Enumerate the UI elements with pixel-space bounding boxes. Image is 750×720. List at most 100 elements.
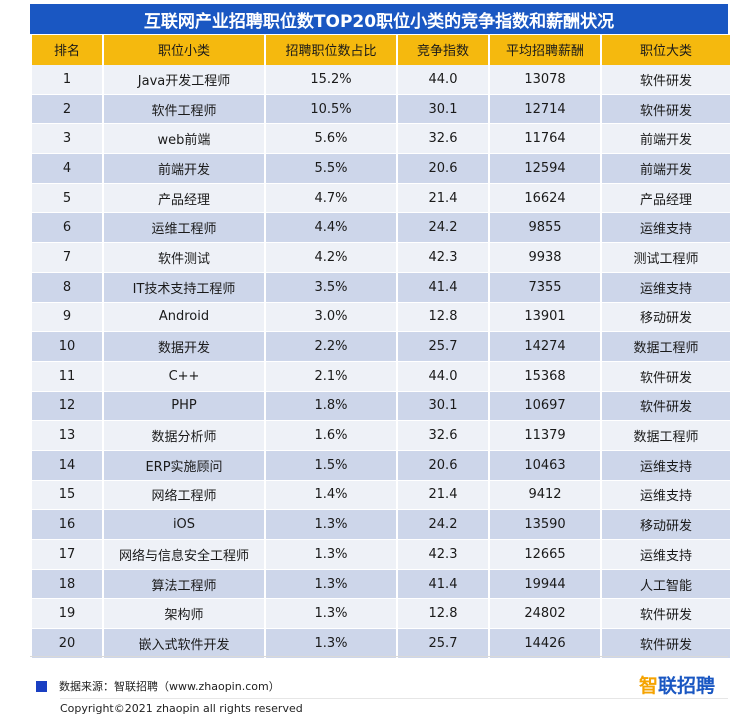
cell-average-salary: 12665	[490, 540, 600, 570]
cell-rank: 4	[32, 154, 102, 184]
cell-rank: 11	[32, 361, 102, 392]
cell-average-salary: 9855	[490, 213, 600, 244]
cell-competition-index: 32.6	[398, 124, 488, 155]
cell-job-category: 人工智能	[602, 569, 730, 600]
table-row: 15 网络工程师 1.4% 21.4 9412 运维支持	[32, 480, 730, 511]
cell-posting-share: 3.5%	[266, 272, 396, 303]
table-row: 14 ERP实施顾问 1.5% 20.6 10463 运维支持	[32, 450, 730, 481]
cell-rank: 9	[32, 302, 102, 333]
cell-competition-index: 24.2	[398, 510, 488, 540]
table-row: 6 运维工程师 4.4% 24.2 9855 运维支持	[32, 213, 730, 244]
cell-competition-index: 21.4	[398, 480, 488, 511]
cell-job-subcategory: 架构师	[104, 599, 264, 630]
cell-job-subcategory: Java开发工程师	[104, 65, 264, 95]
cell-average-salary: 14274	[490, 332, 600, 362]
cell-average-salary: 14426	[490, 629, 600, 659]
table-row: 9 Android 3.0% 12.8 13901 移动研发	[32, 302, 730, 333]
cell-job-subcategory: 数据分析师	[104, 421, 264, 451]
cell-average-salary: 12594	[490, 154, 600, 184]
cell-job-category: 数据工程师	[602, 332, 730, 362]
page-title: 互联网产业招聘职位数TOP20职位小类的竞争指数和薪酬状况	[30, 4, 728, 34]
cell-average-salary: 9938	[490, 243, 600, 273]
cell-competition-index: 41.4	[398, 272, 488, 303]
cell-competition-index: 20.6	[398, 154, 488, 184]
cell-rank: 12	[32, 391, 102, 422]
cell-competition-index: 30.1	[398, 94, 488, 125]
cell-posting-share: 4.4%	[266, 213, 396, 244]
cell-job-category: 软件研发	[602, 65, 730, 95]
cell-competition-index: 42.3	[398, 243, 488, 273]
cell-posting-share: 5.6%	[266, 124, 396, 155]
table-body: 1 Java开发工程师 15.2% 44.0 13078 软件研发 2 软件工程师 10.5% 3…	[32, 65, 730, 659]
footer-divider	[30, 656, 728, 657]
cell-rank: 5	[32, 183, 102, 214]
cell-posting-share: 15.2%	[266, 65, 396, 95]
cell-competition-index: 12.8	[398, 599, 488, 630]
cell-job-category: 移动研发	[602, 510, 730, 540]
cell-rank: 6	[32, 213, 102, 244]
copyright-divider	[60, 698, 728, 699]
cell-rank: 10	[32, 332, 102, 362]
cell-posting-share: 2.1%	[266, 361, 396, 392]
logo-text: 联招聘	[658, 675, 716, 697]
cell-job-subcategory: 嵌入式软件开发	[104, 629, 264, 659]
table-header-row: 排名 职位小类 招聘职位数占比 竞争指数 平均招聘薪酬 职位大类	[32, 35, 730, 65]
cell-average-salary: 13590	[490, 510, 600, 540]
cell-competition-index: 12.8	[398, 302, 488, 333]
cell-job-subcategory: 运维工程师	[104, 213, 264, 244]
cell-job-subcategory: Android	[104, 302, 264, 333]
table-row: 1 Java开发工程师 15.2% 44.0 13078 软件研发	[32, 65, 730, 95]
cell-job-category: 数据工程师	[602, 421, 730, 451]
cell-job-category: 测试工程师	[602, 243, 730, 273]
cell-job-category: 软件研发	[602, 599, 730, 630]
cell-average-salary: 11379	[490, 421, 600, 451]
cell-posting-share: 1.4%	[266, 480, 396, 511]
cell-average-salary: 7355	[490, 272, 600, 303]
cell-rank: 17	[32, 540, 102, 570]
table-row: 13 数据分析师 1.6% 32.6 11379 数据工程师	[32, 421, 730, 451]
cell-competition-index: 41.4	[398, 569, 488, 600]
cell-posting-share: 1.3%	[266, 540, 396, 570]
cell-job-subcategory: 前端开发	[104, 154, 264, 184]
table-row: 7 软件测试 4.2% 42.3 9938 测试工程师	[32, 243, 730, 273]
cell-posting-share: 1.6%	[266, 421, 396, 451]
cell-rank: 15	[32, 480, 102, 511]
cell-job-category: 前端开发	[602, 124, 730, 155]
col-header-rank: 排名	[32, 35, 102, 65]
cell-average-salary: 13901	[490, 302, 600, 333]
cell-posting-share: 3.0%	[266, 302, 396, 333]
table-row: 4 前端开发 5.5% 20.6 12594 前端开发	[32, 154, 730, 184]
cell-job-subcategory: ERP实施顾问	[104, 450, 264, 481]
cell-job-category: 软件研发	[602, 391, 730, 422]
cell-rank: 3	[32, 124, 102, 155]
table-row: 17 网络与信息安全工程师 1.3% 42.3 12665 运维支持	[32, 540, 730, 570]
cell-job-subcategory: 软件测试	[104, 243, 264, 273]
cell-job-subcategory: 网络工程师	[104, 480, 264, 511]
cell-rank: 1	[32, 65, 102, 95]
cell-job-category: 软件研发	[602, 361, 730, 392]
cell-job-subcategory: PHP	[104, 391, 264, 422]
cell-competition-index: 30.1	[398, 391, 488, 422]
cell-job-category: 产品经理	[602, 183, 730, 214]
cell-job-subcategory: 产品经理	[104, 183, 264, 214]
cell-job-category: 软件研发	[602, 629, 730, 659]
cell-competition-index: 24.2	[398, 213, 488, 244]
cell-job-subcategory: 算法工程师	[104, 569, 264, 600]
table-row: 19 架构师 1.3% 12.8 24802 软件研发	[32, 599, 730, 630]
cell-job-category: 移动研发	[602, 302, 730, 333]
cell-job-subcategory: 数据开发	[104, 332, 264, 362]
cell-rank: 18	[32, 569, 102, 600]
table-row: 18 算法工程师 1.3% 41.4 19944 人工智能	[32, 569, 730, 600]
copyright-text: Copyright©2021 zhaopin all rights reserv…	[60, 702, 303, 715]
cell-average-salary: 19944	[490, 569, 600, 600]
cell-average-salary: 9412	[490, 480, 600, 511]
cell-posting-share: 1.3%	[266, 629, 396, 659]
cell-posting-share: 1.8%	[266, 391, 396, 422]
table-row: 11 C++ 2.1% 44.0 15368 软件研发	[32, 361, 730, 392]
cell-average-salary: 13078	[490, 65, 600, 95]
cell-job-category: 运维支持	[602, 450, 730, 481]
col-header-job-subcategory: 职位小类	[104, 35, 264, 65]
cell-job-subcategory: 网络与信息安全工程师	[104, 540, 264, 570]
cell-average-salary: 10463	[490, 450, 600, 481]
